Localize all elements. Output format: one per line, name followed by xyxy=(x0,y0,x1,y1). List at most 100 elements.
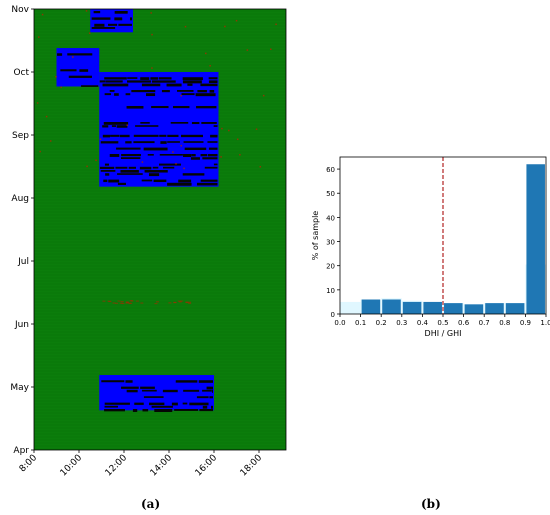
dark-streak xyxy=(159,154,183,156)
x-tick-label: 1.0 xyxy=(540,319,550,327)
histogram-bars xyxy=(361,164,545,314)
dark-streak xyxy=(100,141,119,144)
x-tick-label: 16:00 xyxy=(194,453,220,479)
dark-streak xyxy=(135,125,159,127)
y-tick-label: 0 xyxy=(331,311,335,319)
dark-streak xyxy=(175,380,198,383)
dark-streak xyxy=(196,396,209,399)
dark-streak xyxy=(197,90,207,93)
heatmap-texture xyxy=(34,10,286,450)
dark-streak xyxy=(189,402,209,406)
red-pixel xyxy=(228,129,230,132)
dark-streak xyxy=(208,147,218,150)
dark-streak xyxy=(104,409,125,412)
dark-streak xyxy=(204,166,218,169)
red-pixel xyxy=(155,301,159,303)
histogram-bar xyxy=(402,301,422,314)
dark-streak xyxy=(119,134,130,138)
dark-streak xyxy=(93,11,101,14)
x-tick-label: 10:00 xyxy=(59,453,85,479)
dark-streak xyxy=(163,166,175,169)
dark-streak xyxy=(67,53,93,56)
dark-streak xyxy=(200,83,218,87)
histogram-bar xyxy=(464,304,484,314)
dark-streak xyxy=(125,380,133,383)
dark-streak xyxy=(178,179,192,183)
dark-streak xyxy=(108,23,118,26)
dark-streak xyxy=(154,409,173,412)
red-pixel xyxy=(49,140,52,142)
dark-streak xyxy=(207,154,218,157)
y-tick-label: Jun xyxy=(14,320,29,330)
dark-streak xyxy=(182,402,188,405)
dark-streak xyxy=(172,106,190,109)
dark-streak xyxy=(103,179,108,183)
heatmap-x-ticks: 8:00 10:00 12:00 14:00 16:00 18:00 xyxy=(18,450,264,479)
y-tick-label: 60 xyxy=(326,166,335,174)
dark-streak xyxy=(190,157,200,160)
red-pixel xyxy=(255,128,258,130)
red-pixel xyxy=(125,302,129,304)
red-pixel xyxy=(117,300,121,302)
red-pixel xyxy=(60,86,62,89)
dark-streak xyxy=(207,141,218,143)
dark-streak xyxy=(183,141,204,143)
dark-streak xyxy=(125,141,132,144)
dark-streak xyxy=(133,134,159,137)
dark-streak xyxy=(211,389,213,393)
dark-streak xyxy=(208,77,218,80)
red-pixel xyxy=(235,19,238,22)
red-pixel xyxy=(85,10,88,12)
x-tick-label: 14:00 xyxy=(149,453,175,479)
histogram-bar xyxy=(361,299,381,314)
dark-streak xyxy=(117,182,126,185)
red-pixel xyxy=(259,165,262,168)
dark-streak xyxy=(148,173,160,177)
x-tick-label: 0.9 xyxy=(520,319,531,327)
dark-streak xyxy=(121,386,139,389)
red-pixel xyxy=(220,156,222,158)
y-tick-label: Sep xyxy=(12,131,29,141)
dark-streak xyxy=(202,389,212,392)
red-pixel xyxy=(72,56,74,58)
red-pixel xyxy=(221,127,223,130)
dark-streak xyxy=(159,134,167,137)
red-pixel xyxy=(38,36,40,38)
dark-streak xyxy=(116,147,141,150)
dark-streak xyxy=(68,75,92,78)
red-pixel xyxy=(183,167,185,170)
dark-streak xyxy=(202,405,208,409)
dark-streak xyxy=(104,405,118,408)
dark-streak xyxy=(141,179,153,182)
panel-label-a: (a) xyxy=(141,497,161,511)
dark-streak xyxy=(116,125,128,128)
dark-streak xyxy=(162,389,178,393)
red-pixel xyxy=(188,302,192,304)
y-tick-label: May xyxy=(10,383,29,393)
dark-streak xyxy=(150,77,158,80)
dark-streak xyxy=(140,386,155,389)
dark-streak xyxy=(199,409,213,412)
histogram-x-label: DHI / GHI xyxy=(425,329,462,338)
dark-streak xyxy=(103,122,129,125)
y-tick-label: 40 xyxy=(326,214,335,222)
red-pixel xyxy=(239,154,241,156)
x-tick-label: 0.7 xyxy=(479,319,490,327)
dark-streak xyxy=(104,77,127,80)
red-pixel xyxy=(135,300,139,302)
x-tick-label: 0.8 xyxy=(499,319,510,327)
red-pixel xyxy=(177,300,181,302)
dark-streak xyxy=(140,122,150,124)
heatmap-regions xyxy=(56,9,219,412)
red-pixel xyxy=(184,25,187,28)
dark-streak xyxy=(126,389,138,393)
dark-streak xyxy=(167,141,180,143)
red-pixel xyxy=(172,151,174,153)
dark-streak xyxy=(209,396,213,399)
dark-streak xyxy=(160,141,167,144)
red-pixel xyxy=(120,301,124,303)
y-tick-label: 10 xyxy=(326,287,335,295)
red-pixel xyxy=(140,302,144,304)
red-pixel xyxy=(115,302,119,304)
